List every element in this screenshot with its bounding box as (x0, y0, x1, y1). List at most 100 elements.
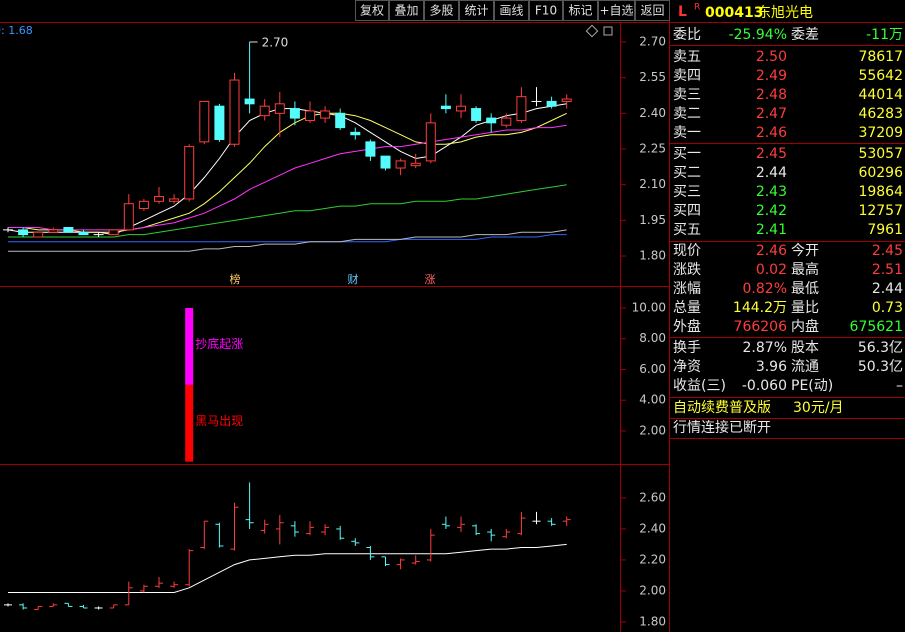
toolbar-label[interactable]: F10 (535, 4, 557, 18)
candle-body (138, 200, 149, 209)
badge: R (694, 3, 700, 13)
signal-label: 抄底起涨 (195, 336, 243, 351)
candle-body (440, 105, 451, 110)
book-volume: 7961 (867, 222, 903, 238)
quote-value: 0.73 (872, 300, 903, 316)
book-label: 买四 (673, 203, 701, 219)
book-label: 卖四 (673, 68, 701, 84)
y-tick-label: 2.00 (639, 583, 666, 597)
icon[interactable] (603, 26, 613, 36)
quote-value: 675621 (850, 319, 903, 335)
book-price: 2.46 (756, 125, 787, 141)
toolbar-label[interactable]: 返回 (640, 4, 664, 18)
icon[interactable] (585, 24, 599, 38)
candle-body (456, 105, 466, 112)
candle-body (63, 226, 74, 233)
toolbar-label[interactable]: 叠加 (394, 4, 418, 18)
toolbar-button[interactable] (563, 0, 598, 21)
book-price: 2.43 (756, 184, 787, 200)
promo-price[interactable]: 30元/月 (793, 400, 844, 416)
quote-value: 144.2万 (733, 300, 787, 316)
toolbar-label[interactable]: 统计 (464, 4, 488, 18)
event-marker[interactable]: 财 (348, 272, 359, 286)
quote-label: 最高 (791, 261, 819, 278)
quote-value: 2.45 (872, 243, 903, 259)
book-price: 2.47 (756, 106, 787, 122)
toolbar-label[interactable]: 复权 (360, 4, 384, 18)
quote-label: 今开 (791, 243, 819, 259)
y-tick-label: 10.00 (632, 300, 666, 314)
event-marker[interactable]: 涨 (425, 273, 436, 286)
book-volume: 12757 (858, 203, 903, 219)
ma-line (8, 184, 567, 238)
y-tick-label: 2.60 (639, 490, 666, 504)
book-volume: 37209 (858, 125, 903, 141)
book-price: 2.50 (756, 49, 787, 65)
book-label: 卖三 (673, 87, 701, 103)
candle-body (214, 105, 225, 140)
quote-value: -11万 (866, 27, 903, 43)
toolbar-label[interactable]: 画线 (499, 4, 523, 18)
y-tick-label: 2.70 (639, 34, 666, 48)
quote-label: 流通 (791, 359, 819, 375)
toolbar-button[interactable] (424, 0, 459, 21)
book-price: 2.45 (756, 146, 787, 162)
candle-body (320, 110, 331, 119)
toolbar-button[interactable] (459, 0, 494, 21)
quote-label: 现价 (673, 243, 701, 259)
toolbar-button[interactable] (529, 0, 563, 21)
candle-body (169, 198, 180, 202)
book-volume: 19864 (858, 184, 903, 200)
candle-body (108, 229, 119, 236)
quote-label: 量比 (791, 300, 819, 316)
toolbar-button[interactable] (389, 0, 424, 21)
book-volume: 44014 (858, 87, 903, 103)
quote-label: 净资 (673, 359, 701, 375)
book-label: 卖二 (673, 106, 701, 122)
candle-body (471, 108, 482, 121)
candle-body (48, 229, 59, 233)
toolbar-button[interactable] (598, 0, 635, 21)
candle-body (274, 103, 285, 114)
toolbar-button[interactable] (355, 0, 389, 21)
candle-body (410, 162, 421, 167)
book-volume: 53057 (858, 146, 903, 162)
quote-label: 换手 (673, 339, 701, 356)
toolbar-label[interactable]: 多股 (429, 4, 453, 18)
event-marker[interactable]: 榜 (230, 272, 241, 286)
book-volume: 60296 (858, 165, 903, 181)
toolbar-label[interactable]: 标记 (568, 4, 592, 18)
book-label: 买五 (673, 222, 701, 238)
toolbar-label[interactable]: +自选 (599, 4, 633, 18)
candle-body (335, 112, 346, 129)
quote-label: 涨跌 (673, 262, 701, 278)
quote-label: 委比 (673, 27, 701, 43)
y-tick-label: 2.55 (639, 70, 666, 84)
book-price: 2.48 (756, 87, 787, 103)
stock-code: 000413 (705, 5, 763, 21)
quote-value: -25.94% (729, 27, 787, 43)
quote-value: – (896, 378, 903, 394)
y-tick-label: 6.00 (639, 362, 666, 376)
book-price: 2.49 (756, 68, 787, 84)
book-label: 买二 (673, 165, 701, 181)
candle-body (199, 100, 210, 143)
toolbar-button[interactable] (494, 0, 529, 21)
quote-value: -0.060 (742, 378, 787, 394)
quote-label: 收益(三) (673, 378, 726, 394)
quote-value: 0.82% (743, 281, 787, 297)
ma-line (8, 112, 567, 233)
candle-body (154, 196, 164, 202)
promo[interactable]: 自动续费普及版 (673, 399, 771, 416)
quote-value: 2.46 (756, 243, 787, 259)
y-tick-label: 2.20 (639, 552, 666, 566)
quote-label: 总量 (673, 300, 701, 316)
annotation: 2.70 (262, 35, 289, 49)
ma-line (8, 124, 567, 231)
toolbar-button[interactable] (635, 0, 670, 21)
signal-bar (185, 384, 194, 462)
